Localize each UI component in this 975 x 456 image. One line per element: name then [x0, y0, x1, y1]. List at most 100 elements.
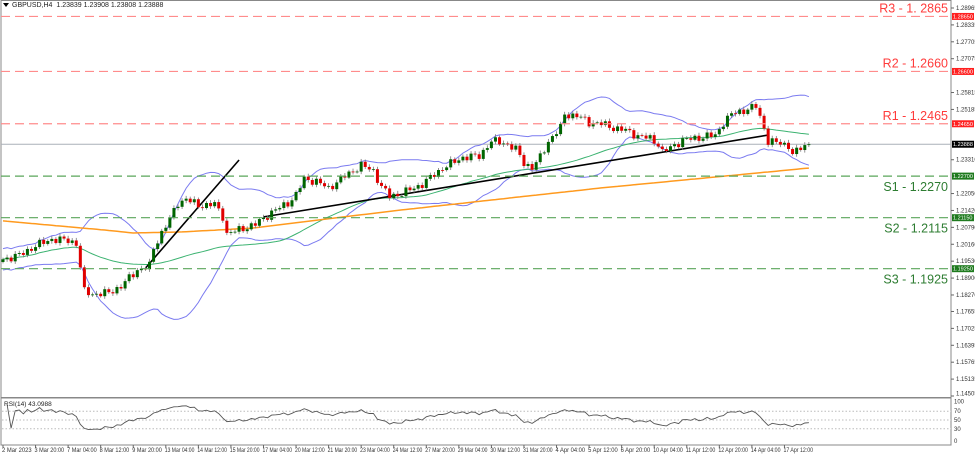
candle-body — [677, 144, 681, 148]
candle-body — [188, 198, 192, 203]
candle-body — [50, 238, 54, 242]
trendline-2 — [263, 134, 769, 218]
candle-body — [770, 138, 774, 145]
candle-body — [249, 223, 253, 230]
candle-body — [510, 144, 514, 150]
candle-body — [538, 153, 542, 163]
candle-body — [5, 257, 9, 260]
candle-body — [526, 164, 530, 166]
candle-body — [713, 134, 717, 138]
candle-body — [782, 142, 786, 145]
rsi-pane-frame — [0, 397, 952, 446]
rsi-tick-label: 70 — [954, 409, 961, 415]
candle-body — [213, 202, 217, 207]
candle-body — [599, 122, 603, 126]
candle-body — [502, 143, 506, 145]
x-tick-label: 29 Mar 04:00 — [458, 448, 488, 454]
y-tick-label: 1.18270 — [956, 293, 975, 299]
candle-body — [25, 248, 29, 255]
current-price-tag — [952, 140, 974, 148]
candle-body — [628, 128, 632, 131]
y-tick-label: 1.20160 — [956, 242, 975, 248]
candle-body — [555, 134, 559, 137]
candle-body — [156, 243, 160, 250]
candle-body — [139, 268, 143, 271]
rsi-tick-label: 30 — [954, 427, 961, 433]
candle-body — [168, 217, 172, 228]
candle-body — [575, 113, 579, 118]
candle-body — [746, 109, 750, 115]
candle-body — [738, 109, 742, 114]
candle-body — [205, 202, 208, 209]
candle-body — [86, 287, 90, 296]
candle-body — [766, 128, 770, 145]
candle-body — [347, 171, 351, 178]
candle-body — [587, 117, 591, 127]
x-tick-label: 17 Apr 12:00 — [783, 448, 813, 454]
candle-body — [371, 169, 375, 171]
x-tick-label: 7 Mar 04:00 — [67, 448, 97, 454]
candle-body — [99, 293, 103, 297]
candle-body — [408, 187, 412, 191]
candle-body — [701, 138, 705, 141]
candle-body — [70, 240, 74, 243]
x-tick-label: 23 Mar 04:00 — [360, 448, 390, 454]
candle-body — [477, 154, 481, 159]
candle-body — [396, 193, 400, 197]
candle-body — [648, 135, 652, 139]
candle-body — [664, 149, 668, 151]
candle-body — [689, 138, 693, 140]
candle-body — [17, 252, 21, 254]
candle-body — [367, 166, 371, 170]
candle-body — [217, 202, 221, 209]
candle-body — [445, 167, 449, 171]
candle-body — [457, 160, 461, 163]
candle-body — [620, 126, 624, 131]
candle-body — [111, 292, 115, 294]
candle-body — [176, 206, 180, 209]
candle-body — [579, 116, 583, 118]
candle-body — [453, 159, 457, 163]
support-level-label: S3 - 1.1925 — [883, 273, 948, 287]
y-tick-label: 1.25815 — [956, 91, 975, 97]
x-tick-label: 4 Apr 04:00 — [556, 448, 586, 454]
candle-body — [721, 126, 725, 130]
candle-body — [221, 208, 225, 221]
candle-body — [787, 142, 791, 149]
candle-body — [660, 146, 664, 150]
candle-body — [550, 136, 554, 142]
candle-body — [571, 113, 575, 119]
candle-body — [180, 200, 184, 207]
candle-body — [74, 240, 78, 246]
candle-body — [624, 128, 628, 131]
candle-body — [640, 135, 644, 136]
candle-body — [432, 174, 436, 177]
candle-body — [799, 147, 803, 151]
x-tick-label: 17 Mar 04:00 — [262, 448, 292, 454]
x-tick-label: 13 Mar 04:00 — [165, 448, 195, 454]
candle-body — [266, 217, 270, 220]
candle-body — [335, 182, 339, 190]
candle-body — [693, 135, 697, 140]
candle-body — [750, 104, 754, 110]
candle-body — [261, 217, 265, 220]
candle-body — [172, 208, 176, 218]
candle-body — [481, 149, 485, 159]
chart-title: GBPUSD,H4 1.23839 1.23908 1.23808 1.2388… — [3, 2, 163, 9]
y-tick-label: 1.18900 — [956, 276, 975, 282]
dropdown-triangle-icon[interactable] — [3, 3, 9, 8]
candle-body — [253, 223, 257, 226]
candle-body — [473, 153, 477, 155]
candle-body — [298, 188, 302, 192]
y-tick-label: 1.15765 — [956, 360, 975, 366]
candle-body — [302, 176, 306, 189]
current-price-tag-text: 1.23888 — [953, 142, 973, 148]
candle-body — [245, 229, 249, 232]
candle-body — [522, 154, 526, 166]
candle-body — [46, 241, 50, 244]
trendline-1 — [144, 159, 240, 269]
candle-body — [135, 270, 139, 278]
candle-body — [152, 249, 156, 262]
candle-body — [21, 252, 25, 255]
